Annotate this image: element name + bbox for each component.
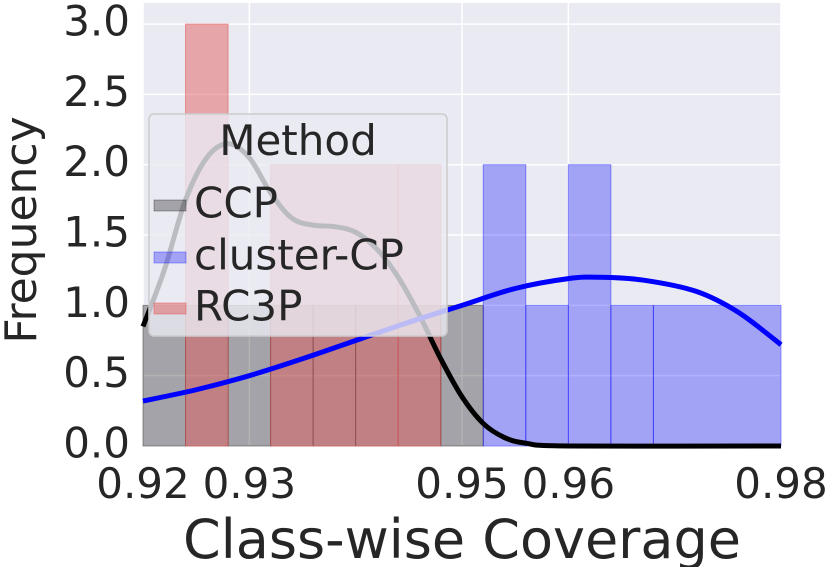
x-tick-label-4: 0.98 <box>734 459 828 508</box>
y-tick-label-1: 0.5 <box>63 348 130 397</box>
y-tick-label-4: 2.0 <box>63 137 130 186</box>
y-axis-label: Frequency <box>0 116 47 343</box>
x-tick-labels: 0.92 0.93 0.95 0.96 0.98 <box>96 459 828 508</box>
legend-title: Method <box>219 116 377 165</box>
y-tick-label-3: 1.5 <box>63 208 130 257</box>
x-tick-label-3: 0.96 <box>522 459 616 508</box>
bar-cluster-cp-0 <box>482 164 527 447</box>
x-axis-label: Class-wise Coverage <box>183 508 741 567</box>
bar-cluster-cp-1 <box>525 304 569 447</box>
legend-swatch-rc3p <box>153 302 187 315</box>
y-tick-label-0: 0.0 <box>63 419 130 468</box>
bar-cluster-cp-2 <box>567 164 612 447</box>
legend-swatch-ccp <box>153 199 187 212</box>
legend-label-ccp: CCP <box>194 179 278 228</box>
x-tick-label-0: 0.92 <box>96 459 190 508</box>
legend-swatch-cluster-cp <box>153 251 187 264</box>
y-tick-label-2: 1.0 <box>63 278 130 327</box>
kde-curve-cluster-cp <box>142 274 783 404</box>
y-tick-label-6: 3.0 <box>63 0 130 46</box>
y-tick-label-5: 2.5 <box>63 67 130 116</box>
x-tick-label-2: 0.95 <box>415 459 509 508</box>
legend: Method CCP cluster-CP RC3P <box>148 113 448 337</box>
legend-label-rc3p: RC3P <box>194 282 302 331</box>
legend-box <box>148 113 448 337</box>
bar-cluster-cp-3 <box>610 304 654 447</box>
legend-label-cluster-cp: cluster-CP <box>194 231 404 280</box>
x-tick-label-1: 0.93 <box>203 459 297 508</box>
y-tick-labels: 0.0 0.5 1.0 1.5 2.0 2.5 3.0 <box>63 0 130 468</box>
